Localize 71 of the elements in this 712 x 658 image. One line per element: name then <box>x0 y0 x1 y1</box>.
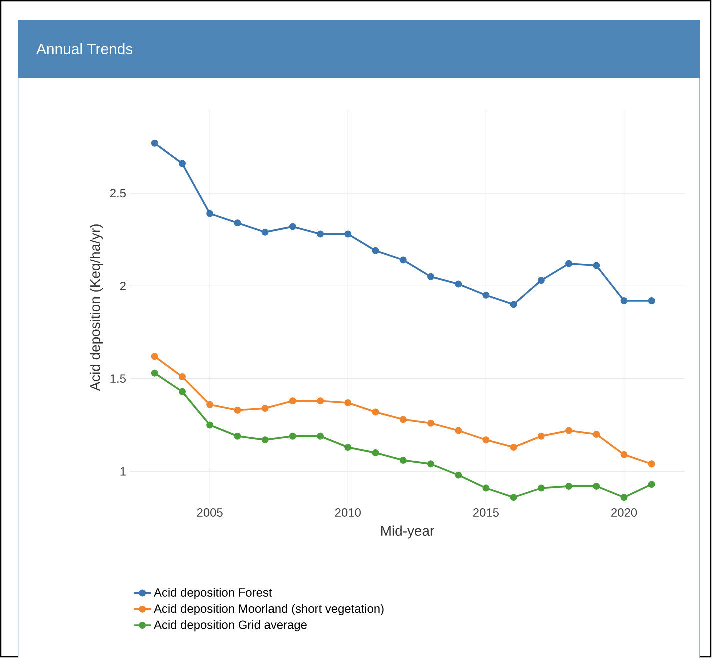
point <box>538 484 545 492</box>
point <box>482 436 490 444</box>
x-tick-label: 2020 <box>612 508 638 517</box>
point <box>648 481 656 488</box>
point <box>151 353 158 360</box>
chart-title: Annual Trends <box>36 44 133 54</box>
point <box>206 210 214 218</box>
y-tick-label: 1.5 <box>110 374 126 384</box>
point <box>566 260 573 268</box>
point <box>372 408 380 416</box>
point <box>178 160 186 168</box>
x-axis-title: Mid-year <box>382 526 434 539</box>
y-axis-title: Acid deposition (Keq/ha/yr) <box>90 224 104 392</box>
point <box>538 277 545 284</box>
point <box>427 273 434 280</box>
point <box>455 280 462 288</box>
point <box>372 247 380 254</box>
point <box>262 228 269 236</box>
point <box>510 444 518 451</box>
point <box>648 460 656 468</box>
point <box>400 456 407 464</box>
y-tick-label: 2 <box>120 282 126 290</box>
point <box>262 436 269 444</box>
legend-label: Acid deposition Grid average <box>154 620 307 632</box>
point <box>400 416 407 424</box>
point <box>178 388 186 396</box>
point <box>620 297 628 304</box>
point <box>151 370 158 377</box>
point <box>566 427 573 434</box>
point <box>289 398 296 405</box>
point <box>648 297 656 304</box>
point <box>234 220 242 227</box>
point <box>510 494 518 502</box>
point <box>620 494 628 502</box>
point <box>344 399 352 406</box>
point <box>178 374 186 381</box>
point <box>234 406 242 414</box>
point <box>593 262 600 270</box>
point <box>620 451 628 458</box>
point <box>317 398 324 405</box>
point <box>566 482 573 490</box>
x-tick-label: 2005 <box>197 508 223 517</box>
point <box>427 460 434 468</box>
point <box>593 431 600 438</box>
point <box>206 401 214 408</box>
point <box>482 484 490 492</box>
point <box>400 256 407 264</box>
legend-label: Acid deposition Moorland (short vegetation) <box>154 604 384 616</box>
point <box>510 301 518 308</box>
point <box>151 140 158 147</box>
point <box>289 432 296 440</box>
point <box>234 432 242 440</box>
point <box>482 292 490 299</box>
point <box>455 427 462 434</box>
point <box>372 450 380 457</box>
point <box>593 482 600 490</box>
point <box>317 230 324 238</box>
y-tick-label: 2.5 <box>110 189 126 198</box>
x-tick-label: 2010 <box>335 508 361 517</box>
x-tick-label: 2015 <box>474 508 499 517</box>
point <box>344 444 352 451</box>
point <box>317 432 324 440</box>
point <box>455 472 462 479</box>
point <box>344 230 352 238</box>
y-tick-label: 1 <box>120 468 126 476</box>
point <box>206 422 214 429</box>
point <box>289 223 296 230</box>
point <box>538 432 545 440</box>
point <box>262 405 269 412</box>
legend-label: Acid deposition Forest <box>154 588 272 600</box>
point <box>427 420 434 427</box>
